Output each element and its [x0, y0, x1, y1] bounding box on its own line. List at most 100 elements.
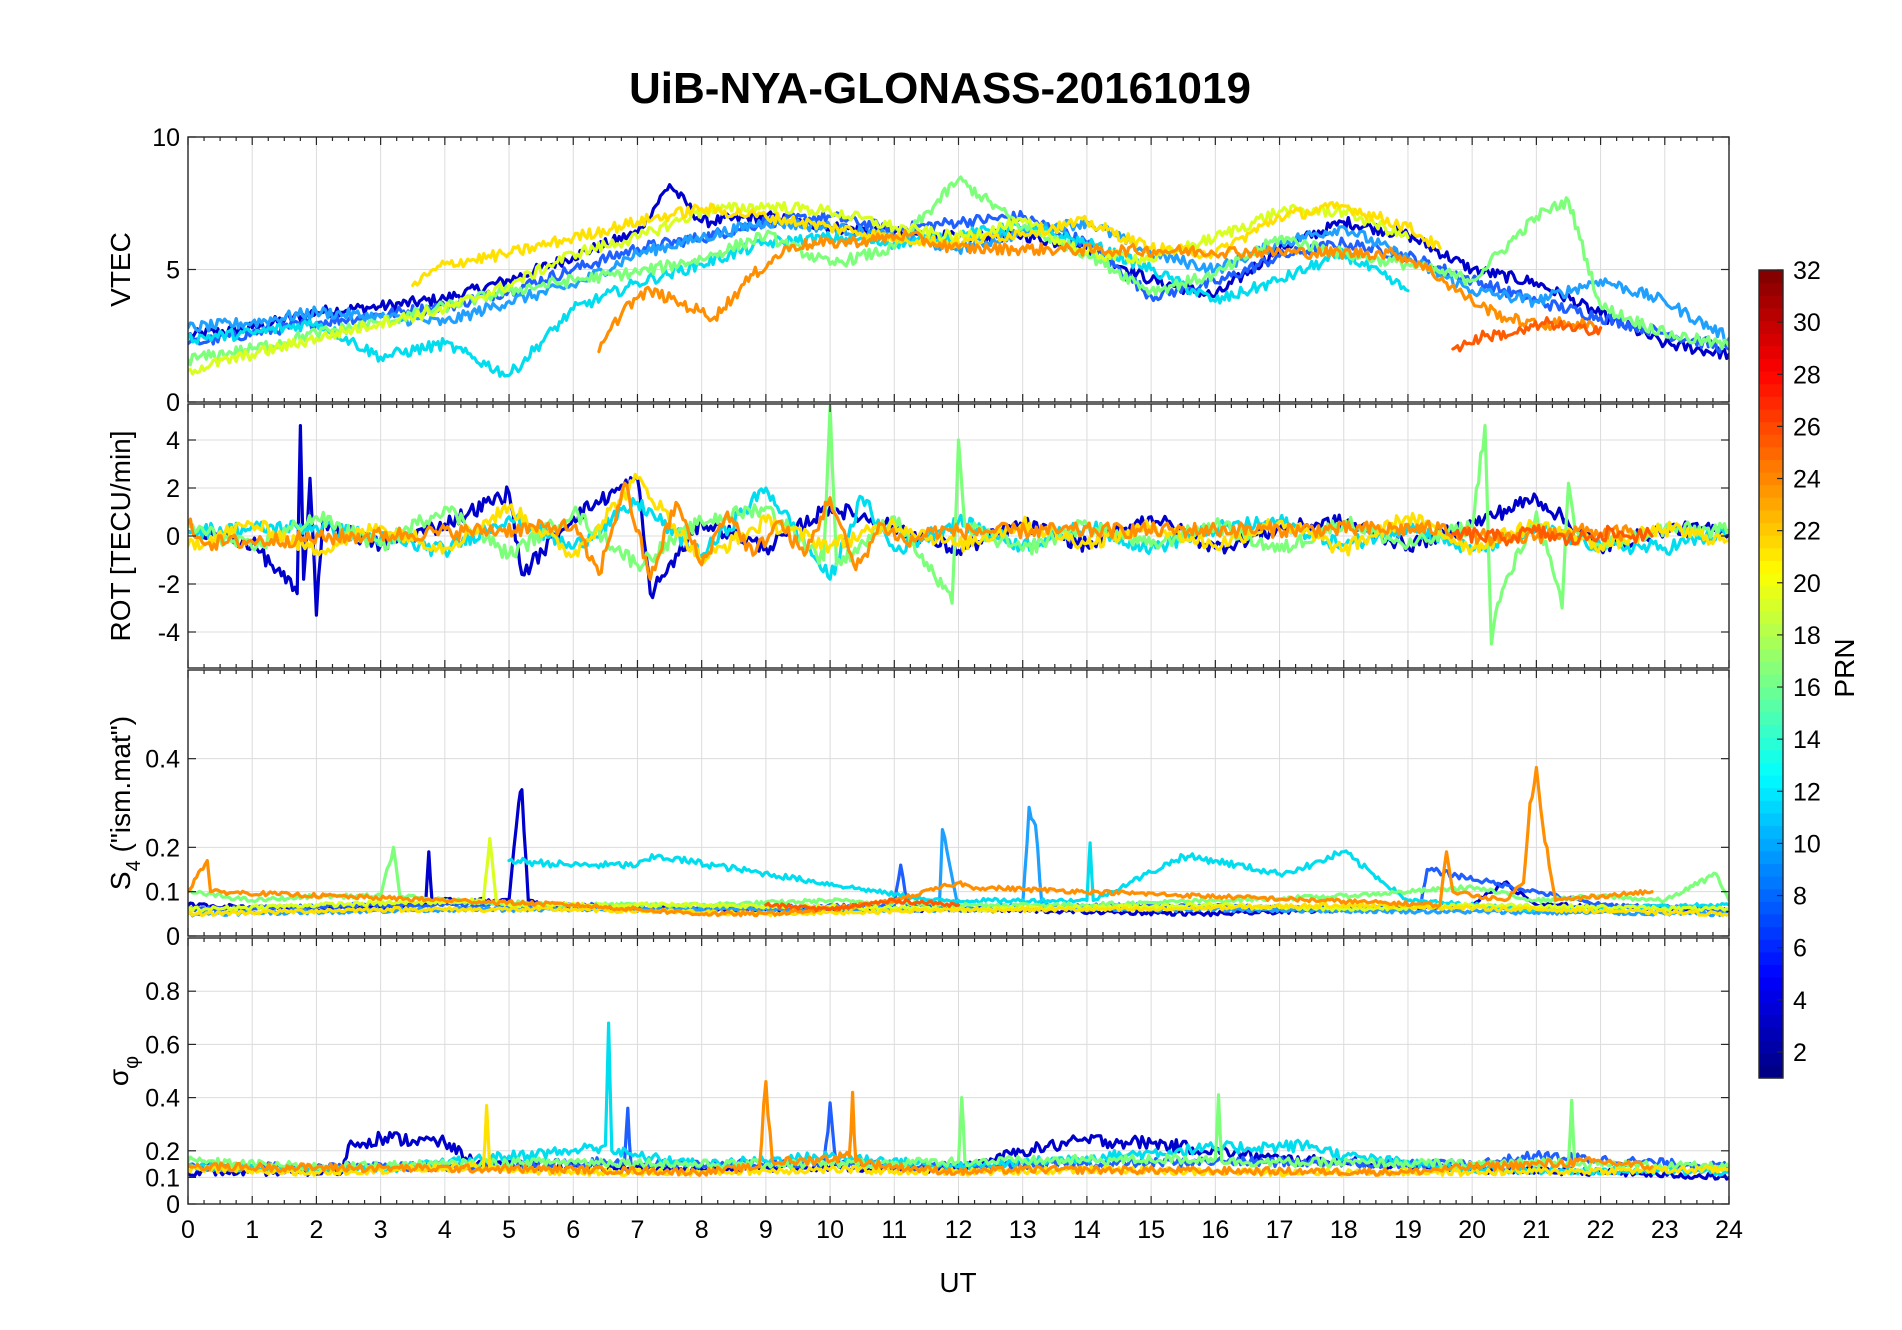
colorbar-tick-label: 16 [1793, 674, 1821, 702]
rot-y-tick-label: -2 [158, 571, 180, 599]
colorbar-tick-label: 2 [1793, 1039, 1807, 1067]
vtec-y-tick-label: 0 [166, 389, 180, 417]
colorbar-tick-label: 28 [1793, 361, 1821, 389]
x-tick-label: 3 [374, 1216, 388, 1244]
s4-y-axis-label: S4 ("ism.mat") [105, 716, 145, 890]
colorbar-segment [1759, 408, 1783, 423]
x-tick-label: 22 [1587, 1216, 1615, 1244]
sigma-y-axis-label: σφ [103, 1056, 143, 1086]
colorbar-segment [1759, 749, 1783, 763]
x-tick-label: 0 [181, 1216, 195, 1244]
x-axis-label: UT [939, 1267, 976, 1298]
x-tick-label: 6 [566, 1216, 580, 1244]
colorbar-segment [1759, 320, 1783, 334]
sigma-series-prn-16 [188, 1093, 1729, 1172]
x-tick-label: 24 [1715, 1216, 1743, 1244]
colorbar-segment [1759, 535, 1783, 549]
colorbar-segment [1759, 850, 1783, 864]
colorbar-segment [1759, 989, 1783, 1003]
sigma-series-group [188, 1021, 1729, 1181]
colorbar-segment [1759, 939, 1783, 953]
colorbar-segment [1759, 434, 1783, 448]
colorbar-segment [1759, 333, 1783, 347]
colorbar-segment [1759, 472, 1783, 486]
colorbar-segment [1759, 446, 1783, 460]
colorbar-segment [1759, 1002, 1783, 1016]
vtec-series-prn-12 [188, 222, 1410, 378]
vtec-y-tick-label: 10 [152, 124, 180, 152]
vtec-y-axis-label: VTEC [105, 232, 136, 307]
colorbar-segment [1759, 926, 1783, 940]
rot-y-tick-label: 2 [166, 475, 180, 503]
colorbar-segment [1759, 560, 1783, 574]
colorbar-segment [1759, 610, 1783, 625]
colorbar-segment [1759, 358, 1783, 372]
s4-series-group [188, 765, 1729, 918]
sigma-y-tick-label: 0.2 [145, 1138, 180, 1166]
colorbar-segment [1759, 876, 1783, 890]
colorbar-tick-label: 30 [1793, 309, 1821, 337]
colorbar-segment [1759, 636, 1783, 650]
x-tick-label: 14 [1073, 1216, 1101, 1244]
colorbar-segment [1759, 863, 1783, 877]
vtec-series-group [188, 175, 1729, 378]
colorbar-segment [1759, 509, 1783, 524]
colorbar-segment [1759, 838, 1783, 852]
s4-series-prn-24 [764, 897, 961, 913]
x-tick-label: 23 [1651, 1216, 1679, 1244]
rot-y-tick-label: -4 [158, 619, 180, 647]
colorbar-tick-label: 32 [1793, 257, 1821, 285]
colorbar-segment [1759, 383, 1783, 397]
s4-series-prn-20 [188, 901, 1729, 918]
colorbar-segment [1759, 724, 1783, 738]
colorbar-tick-label: 14 [1793, 726, 1821, 754]
colorbar-segment [1759, 825, 1783, 839]
colorbar-tick-label: 22 [1793, 518, 1821, 546]
vtec-series-prn-18 [188, 200, 1410, 376]
vtec-series-prn-24 [1451, 316, 1603, 353]
colorbar-tick-label: 6 [1793, 935, 1807, 963]
colorbar-segment [1759, 977, 1783, 991]
colorbar-segment [1759, 964, 1783, 978]
colorbar-tick-label: 18 [1793, 622, 1821, 650]
colorbar-segment [1759, 699, 1783, 713]
sigma-y-tick-label: 0.1 [145, 1164, 180, 1192]
colorbar-tick-label: 24 [1793, 466, 1821, 494]
colorbar-segment [1759, 648, 1783, 662]
colorbar-segment [1759, 547, 1783, 561]
s4-panel: 0 0.1 0.2 0.4S4 ("ism.mat") [105, 669, 1730, 951]
colorbar-label: PRN [1829, 638, 1860, 697]
rot-y-tick-label: 0 [166, 523, 180, 551]
vtec-series-prn-23 [597, 229, 1603, 354]
colorbar-segment [1759, 459, 1783, 473]
colorbar-segment [1759, 888, 1783, 902]
colorbar-segment [1759, 1014, 1783, 1029]
vtec-series-prn-20 [411, 200, 1442, 287]
x-tick-label: 10 [816, 1216, 844, 1244]
rot-y-axis-label: ROT [TECU/min] [105, 430, 136, 641]
colorbar-segment [1759, 484, 1783, 498]
colorbar-segment [1759, 421, 1783, 435]
colorbar-segment [1759, 585, 1783, 599]
s4-y-tick-label: 0 [166, 923, 180, 951]
sigma-y-tick-label: 0.6 [145, 1031, 180, 1059]
sigma-y-tick-label: 0.8 [145, 978, 180, 1006]
colorbar-segment [1759, 371, 1783, 385]
rot-y-tick-label: 4 [166, 427, 180, 455]
sigma-y-tick-label: 0 [166, 1191, 180, 1219]
x-tick-label: 15 [1137, 1216, 1165, 1244]
colorbar-segment [1759, 573, 1783, 587]
colorbar-segment [1759, 674, 1783, 688]
colorbar-segment [1759, 661, 1783, 675]
colorbar-segment [1759, 345, 1783, 359]
x-tick-label: 4 [438, 1216, 452, 1244]
colorbar-segment [1759, 1065, 1783, 1079]
x-tick-label: 12 [945, 1216, 973, 1244]
x-tick-label: 19 [1394, 1216, 1422, 1244]
x-tick-label: 16 [1201, 1216, 1229, 1244]
colorbar-segment [1759, 295, 1783, 309]
colorbar-segment [1759, 711, 1783, 726]
colorbar-segment [1759, 951, 1783, 965]
